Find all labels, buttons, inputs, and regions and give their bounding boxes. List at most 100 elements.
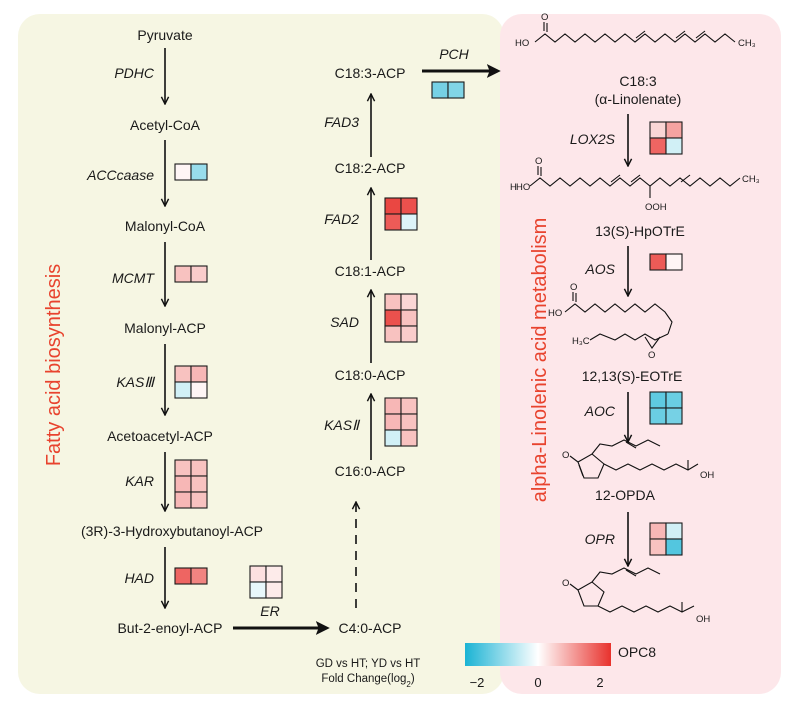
heatmap-cell-aos bbox=[649, 253, 667, 271]
heatmap-cell-kas2 bbox=[384, 429, 402, 447]
enzyme-sad: SAD bbox=[330, 314, 359, 330]
enzyme-pdhc: PDHC bbox=[114, 65, 155, 81]
legend-comparison: GD vs HT; YD vs HT bbox=[316, 658, 421, 670]
heatmaps-layer bbox=[174, 81, 683, 599]
heatmap-cell-opr bbox=[665, 522, 683, 540]
heatmap-cell-aoc bbox=[649, 407, 667, 425]
enzyme-aoc: AOC bbox=[584, 403, 616, 419]
heatmap-cell-fad2 bbox=[384, 197, 402, 215]
heatmap-cell-kas2 bbox=[400, 413, 418, 431]
legend-fold-change: Fold Change(log2) bbox=[321, 673, 414, 689]
heatmap-cell-kas2 bbox=[384, 397, 402, 415]
heatmap-cell-kas3 bbox=[190, 381, 208, 399]
heatmap-cell-kar bbox=[174, 491, 192, 509]
label-h-hpotre: H bbox=[510, 182, 517, 193]
metabolite-linolenate: (α-Linolenate) bbox=[595, 91, 682, 107]
heatmap-cell-kas3 bbox=[190, 365, 208, 383]
heatmap-cell-er bbox=[249, 565, 267, 583]
heatmap-lox2s bbox=[649, 121, 683, 155]
heatmap-cell-sad bbox=[384, 325, 402, 343]
heatmap-cell-sad bbox=[400, 293, 418, 311]
linolenic-panel bbox=[500, 14, 781, 694]
heatmap-cell-kas2 bbox=[384, 413, 402, 431]
legend-fold-change-end: ) bbox=[411, 673, 415, 685]
heatmap-cell-aoc bbox=[665, 391, 683, 409]
metabolite-hpotre: 13(S)-HpOTrE bbox=[595, 223, 685, 239]
label-ooh-hpotre: OOH bbox=[645, 202, 667, 213]
label-o2-eotre: O bbox=[648, 350, 655, 361]
metabolite-c18-3: C18:3 bbox=[619, 73, 657, 89]
label-ho-eotre: HO bbox=[548, 308, 562, 319]
metabolite-c18-2-acp: C18:2-ACP bbox=[335, 160, 406, 176]
label-o-c18-3: O bbox=[541, 12, 548, 23]
colorbar bbox=[465, 643, 611, 666]
structure-eotre bbox=[564, 292, 673, 349]
metabolite-c4-acp: C4:0-ACP bbox=[338, 620, 401, 636]
heatmap-cell-pch bbox=[447, 81, 465, 99]
heatmap-cell-lox2s bbox=[665, 137, 683, 155]
label-o2-hpotre: O bbox=[535, 156, 542, 167]
fatty-acid-panel bbox=[18, 14, 504, 694]
metabolite-opda: 12-OPDA bbox=[595, 487, 656, 503]
enzyme-kas2: KASⅡ bbox=[324, 417, 361, 433]
legend-fold-change-main: Fold Change(log bbox=[321, 673, 406, 685]
metabolite-acetyl-coa: Acetyl-CoA bbox=[130, 117, 201, 133]
heatmap-acccaase bbox=[174, 163, 208, 181]
enzyme-fad2: FAD2 bbox=[324, 211, 359, 227]
heatmap-cell-kar bbox=[190, 475, 208, 493]
legend-fold-change-sub: 2 bbox=[406, 680, 411, 689]
label-o-eotre: O bbox=[570, 282, 577, 293]
enzyme-aos: AOS bbox=[584, 261, 615, 277]
heatmap-cell-kar bbox=[190, 491, 208, 509]
metabolite-opc8: OPC8 bbox=[618, 644, 656, 660]
label-o-hpotre: HO bbox=[516, 182, 530, 193]
label-oh-opda: OH bbox=[700, 470, 714, 481]
heatmap-mcmt bbox=[174, 265, 208, 283]
label-oh-opc8: OH bbox=[696, 614, 710, 625]
metabolite-acetoacetyl-acp: Acetoacetyl-ACP bbox=[107, 428, 213, 444]
heatmap-cell-mcmt bbox=[190, 265, 208, 283]
heatmap-cell-lox2s bbox=[649, 121, 667, 139]
enzyme-er: ER bbox=[260, 603, 279, 619]
label-ch3-hpotre: CH₃ bbox=[742, 174, 760, 185]
heatmap-aos bbox=[649, 253, 683, 271]
enzyme-kar: KAR bbox=[125, 473, 154, 489]
heatmap-cell-kar bbox=[174, 475, 192, 493]
enzyme-kas3: KASⅢ bbox=[116, 374, 155, 390]
structure-hpotre bbox=[529, 166, 741, 198]
enzyme-had: HAD bbox=[124, 570, 154, 586]
metabolite-malonyl-coa: Malonyl-CoA bbox=[125, 218, 206, 234]
heatmap-er bbox=[249, 565, 283, 599]
enzyme-opr: OPR bbox=[585, 531, 615, 547]
metabolite-c18-1-acp: C18:1-ACP bbox=[335, 263, 406, 279]
heatmap-cell-kas2 bbox=[400, 397, 418, 415]
heatmap-cell-sad bbox=[384, 309, 402, 327]
heatmap-cell-acccaase bbox=[174, 163, 192, 181]
heatmap-cell-fad2 bbox=[384, 213, 402, 231]
label-h3c-eotre: H₃C bbox=[572, 336, 590, 347]
label-o-opda: O bbox=[562, 450, 569, 461]
heatmap-cell-aoc bbox=[649, 391, 667, 409]
heatmap-cell-pch bbox=[431, 81, 449, 99]
heatmap-pch bbox=[431, 81, 465, 99]
heatmap-aoc bbox=[649, 391, 683, 425]
metabolite-butenoyl-acp: But-2-enoyl-ACP bbox=[117, 620, 222, 636]
heatmap-cell-lox2s bbox=[665, 121, 683, 139]
structure-c18-3 bbox=[534, 22, 736, 43]
heatmap-had bbox=[174, 567, 208, 585]
colorbar-max-label: 2 bbox=[596, 675, 603, 690]
heatmap-cell-er bbox=[265, 581, 283, 599]
label-o-opc8: O bbox=[562, 578, 569, 589]
enzyme-lox2s: LOX2S bbox=[570, 131, 616, 147]
heatmap-cell-aos bbox=[665, 253, 683, 271]
metabolite-c16-acp: C16:0-ACP bbox=[335, 463, 406, 479]
heatmap-cell-opr bbox=[649, 538, 667, 556]
heatmap-cell-kar bbox=[174, 459, 192, 477]
heatmap-cell-opr bbox=[665, 538, 683, 556]
heatmap-cell-kas3 bbox=[174, 381, 192, 399]
enzyme-mcmt: MCMT bbox=[112, 270, 155, 286]
enzyme-fad3: FAD3 bbox=[324, 114, 359, 130]
heatmap-cell-had bbox=[174, 567, 192, 585]
heatmap-kar bbox=[174, 459, 208, 509]
